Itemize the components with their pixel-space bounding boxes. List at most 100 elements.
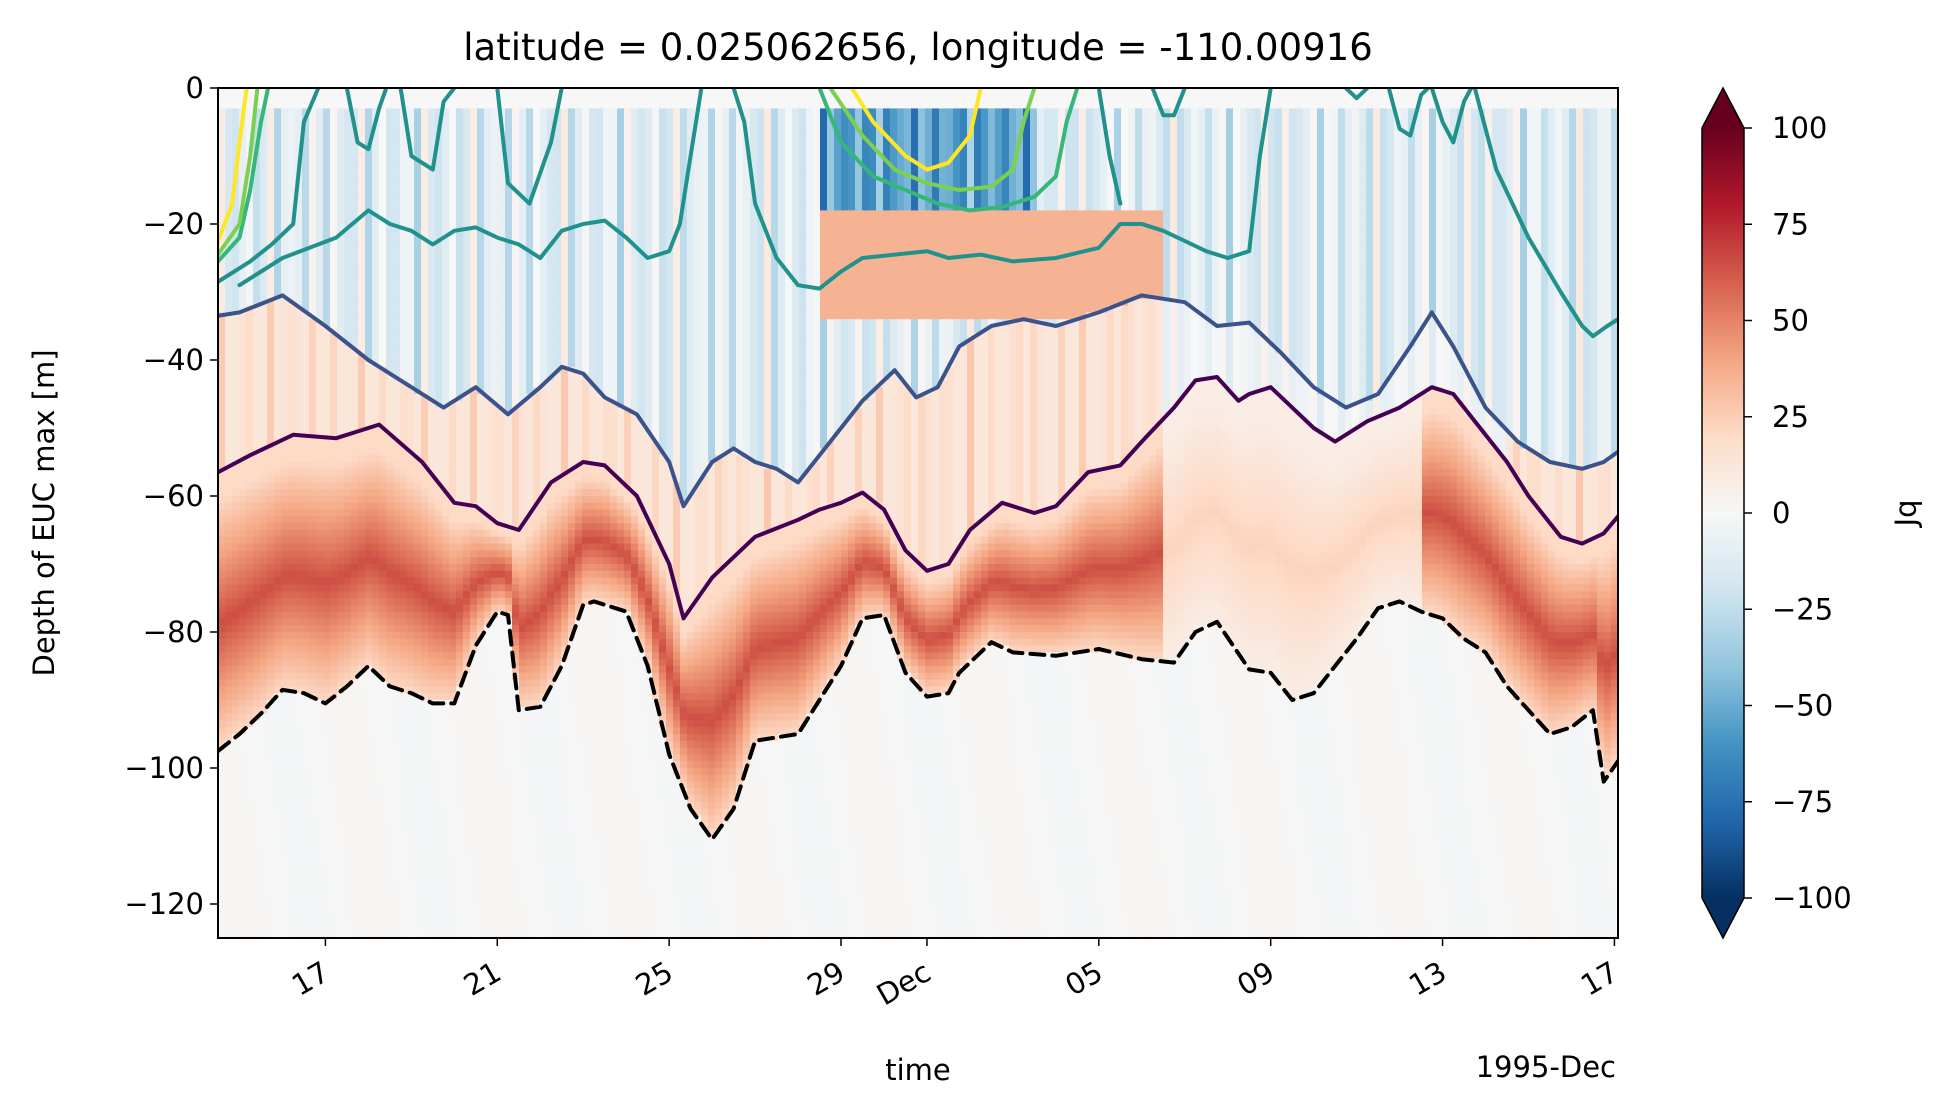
heatmap-cell [477,496,485,504]
heatmap-cell [232,700,240,708]
heatmap-cell [260,326,268,334]
heatmap-cell [309,876,317,885]
heatmap-cell [309,564,317,572]
heatmap-cell [309,251,317,259]
heatmap-cell [351,706,359,715]
heatmap-cell [456,781,464,789]
heatmap-cell [351,414,359,422]
heatmap-cell [421,897,429,905]
heatmap-cell [449,482,457,490]
heatmap-cell [239,176,247,184]
heatmap-cell [288,278,296,286]
heatmap-cell [386,652,394,660]
heatmap-cell [379,346,387,354]
heatmap-cell [323,652,331,660]
heatmap-cell [463,822,471,830]
heatmap-cell [456,264,464,273]
heatmap-cell [253,598,261,606]
heatmap-cell [344,115,352,123]
heatmap-cell [337,258,345,266]
heatmap-cell [302,577,310,585]
heatmap-cell [358,441,366,449]
heatmap-cell [400,570,408,579]
heatmap-cell [407,693,415,701]
heatmap-cell [260,652,268,660]
heatmap-cell [295,237,303,245]
heatmap-cell [218,448,226,456]
heatmap-cell [414,713,422,721]
heatmap-cell [414,829,422,837]
heatmap-cell [477,230,485,239]
heatmap-cell [337,135,345,143]
heatmap-cell [302,856,310,864]
heatmap-cell [323,536,331,545]
heatmap-cell [323,910,331,919]
heatmap-cell [281,496,289,504]
heatmap-cell [330,462,338,470]
heatmap-cell [316,183,324,191]
heatmap-cell [407,863,415,871]
heatmap-cell [260,407,268,415]
heatmap-cell [393,400,401,409]
heatmap-cell [421,339,429,347]
heatmap-cell [456,475,464,483]
heatmap-cell [351,169,359,177]
heatmap-cell [484,237,492,245]
heatmap-cell [274,904,282,912]
heatmap-cell [358,706,366,715]
heatmap-cell [470,482,478,490]
heatmap-cell [379,781,387,789]
heatmap-cell [428,169,436,177]
heatmap-cell [400,135,408,143]
heatmap-cell [260,931,268,938]
heatmap-cell [358,421,366,429]
heatmap-cell [421,917,429,925]
heatmap-cell [316,536,324,545]
heatmap-cell [456,802,464,810]
heatmap-cell [449,149,457,157]
heatmap-cell [281,244,289,252]
heatmap-cell [393,924,401,932]
heatmap-cell [232,428,240,436]
heatmap-cell [260,523,268,531]
heatmap-cell [351,407,359,415]
heatmap-cell [379,298,387,307]
heatmap-cell [358,258,366,266]
heatmap-cell [295,332,303,341]
heatmap-cell [379,577,387,585]
heatmap-cell [491,876,499,885]
heatmap-cell [414,285,422,293]
heatmap-cell [288,774,296,783]
heatmap-cell [386,373,394,381]
heatmap-cell [260,489,268,497]
heatmap-cell [274,271,282,279]
heatmap-cell [253,292,261,300]
heatmap-cell [323,400,331,409]
heatmap-cell [330,128,338,137]
heatmap-cell [421,910,429,919]
heatmap-cell [421,781,429,789]
heatmap-cell [407,897,415,905]
heatmap-cell [316,156,324,164]
heatmap-cell [267,584,275,592]
heatmap-cell [477,455,485,463]
heatmap-cell [414,142,422,150]
heatmap-cell [477,237,485,245]
heatmap-cell [400,482,408,490]
heatmap-cell [281,659,289,667]
heatmap-cell [295,679,303,687]
heatmap-cell [323,604,331,613]
heatmap-cell [281,516,289,524]
heatmap-cell [309,217,317,225]
heatmap-cell [400,502,408,511]
heatmap-cell [407,115,415,123]
heatmap-cell [442,822,450,830]
heatmap-cell [407,312,415,320]
heatmap-cell [309,768,317,776]
heatmap-cell [337,924,345,932]
heatmap-cell [295,251,303,259]
heatmap-cell [491,156,499,164]
heatmap-cell [316,482,324,490]
heatmap-cell [456,339,464,347]
heatmap-cell [442,183,450,191]
